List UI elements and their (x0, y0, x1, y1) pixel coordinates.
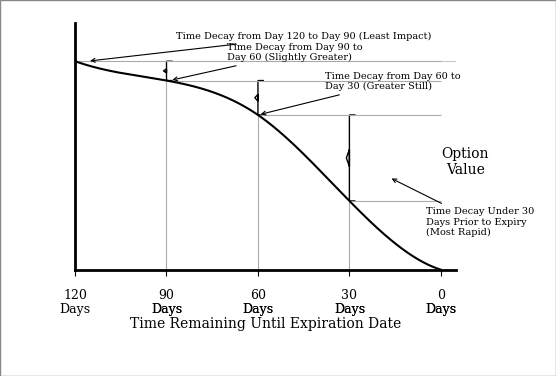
Text: Days: Days (242, 303, 274, 316)
Text: 90: 90 (158, 289, 175, 302)
Text: 0: 0 (437, 289, 445, 302)
Text: 30: 30 (341, 289, 358, 302)
Text: Days: Days (425, 303, 456, 316)
Text: Time Decay from Day 120 to Day 90 (Least Impact): Time Decay from Day 120 to Day 90 (Least… (91, 32, 431, 62)
Text: Days: Days (425, 303, 456, 316)
Text: Time Decay Under 30
Days Prior to Expiry
(Most Rapid): Time Decay Under 30 Days Prior to Expiry… (393, 179, 534, 237)
X-axis label: Time Remaining Until Expiration Date: Time Remaining Until Expiration Date (130, 317, 401, 331)
Text: Time Decay from Day 90 to
Day 60 (Slightly Greater): Time Decay from Day 90 to Day 60 (Slight… (173, 43, 363, 81)
Text: Days: Days (334, 303, 365, 316)
Text: Option
Value: Option Value (441, 147, 489, 177)
Text: Days: Days (59, 303, 91, 316)
Text: 60: 60 (250, 289, 266, 302)
Text: Time Decay from Day 60 to
Day 30 (Greater Still): Time Decay from Day 60 to Day 30 (Greate… (262, 72, 460, 115)
Text: Days: Days (151, 303, 182, 316)
Text: Days: Days (334, 303, 365, 316)
Text: Days: Days (151, 303, 182, 316)
Text: 120: 120 (63, 289, 87, 302)
Text: Days: Days (242, 303, 274, 316)
